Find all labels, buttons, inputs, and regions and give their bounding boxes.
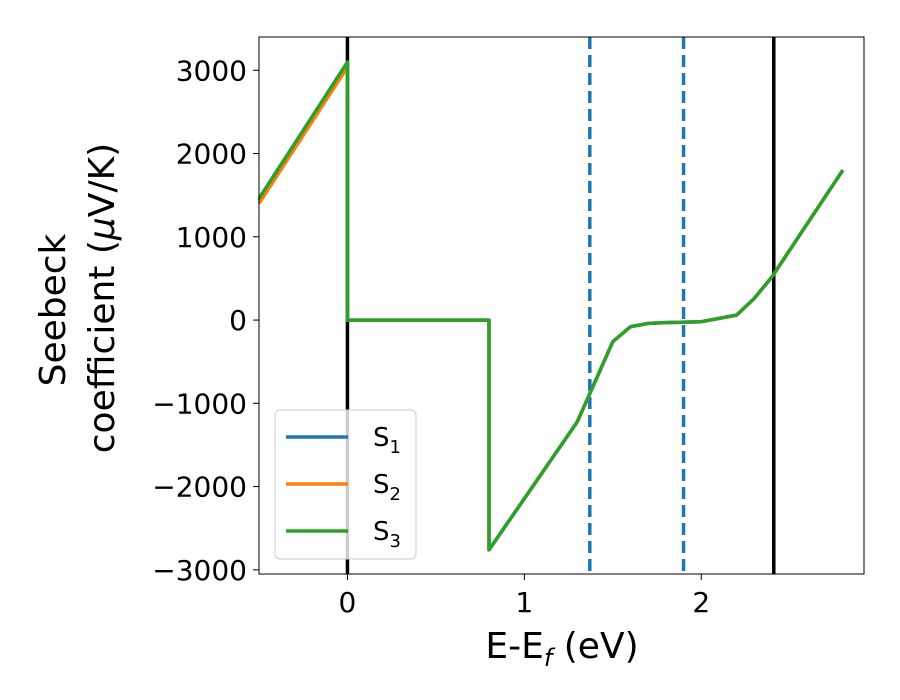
y-tick-label: −3000 [152,554,247,587]
y-tick-label: −1000 [152,387,247,420]
x-tick-label: 1 [515,586,533,619]
series-layer [257,60,845,552]
x-axis-title: E-Ef (eV) [485,626,638,672]
y-tick-label: 0 [229,304,247,337]
legend-entries: S1 S2 S3 [286,423,401,552]
legend-label-s3: S3 [373,517,401,552]
y-axis-title-line2: coefficient (μV/K) [82,143,123,453]
y-tick-label: 3000 [176,54,247,87]
legend-label-s2: S2 [373,470,401,505]
y-axis-title-line1: Seebeck [33,233,74,386]
y-tick-label: −2000 [152,471,247,504]
legend: S1 S2 S3 [274,409,417,560]
series-line-s3 [257,60,845,552]
y-ticks-layer: 3000 2000 1000 0 −1000 −2000 −3000 [152,54,259,587]
y-tick-label: 2000 [176,138,247,171]
x-ticks-layer: 0 1 2 [339,574,710,619]
legend-label-s1: S1 [373,423,401,458]
x-tick-label: 2 [692,586,710,619]
y-tick-label: 1000 [176,221,247,254]
plot-frame [258,36,865,575]
x-tick-label: 0 [339,586,357,619]
